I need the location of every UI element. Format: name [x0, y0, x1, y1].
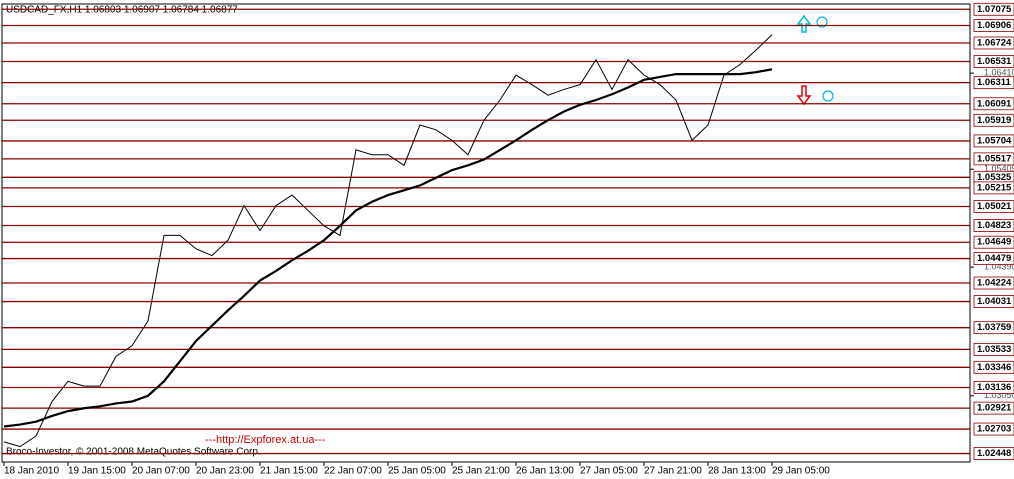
level-label-box	[973, 36, 1014, 50]
level-label-box	[973, 152, 1014, 166]
level-label-box	[973, 295, 1014, 308]
level-label: 1.06724	[977, 37, 1012, 48]
level-label: 1.04479	[977, 253, 1011, 264]
x-tick-label: 26 Jan 13:00	[516, 466, 574, 477]
level-label-box	[973, 2, 1014, 16]
level-label-box	[973, 181, 1014, 195]
y-tick-label: 1.06410	[984, 68, 1014, 78]
level-label: 1.05021	[977, 201, 1012, 212]
level-label-box	[973, 235, 1014, 249]
x-tick-label: 27 Jan 21:00	[644, 466, 702, 477]
level-label: 1.04649	[977, 237, 1011, 248]
level-label-box	[973, 19, 1014, 32]
level-label: 1.05215	[977, 182, 1012, 193]
down-arrow-icon	[796, 85, 834, 106]
level-label: 1.06311	[977, 77, 1012, 88]
level-label-box	[973, 200, 1014, 213]
level-label-box	[973, 55, 1014, 68]
price-line	[3, 34, 773, 448]
level-label-box	[973, 321, 1014, 335]
y-tick-label: 1.05409	[984, 164, 1014, 174]
watermark: ---http://Expforex.at.ua---	[205, 434, 326, 446]
y-tick-label: 1.04390	[984, 261, 1014, 271]
level-label: 1.06531	[977, 56, 1012, 67]
level-label: 1.02448	[977, 448, 1011, 459]
level-label: 1.03136	[977, 382, 1011, 393]
level-label: 1.05325	[977, 172, 1012, 183]
level-label-box	[973, 219, 1014, 232]
x-tick-label: 22 Jan 07:00	[324, 466, 382, 477]
x-tick-label: 20 Jan 07:00	[132, 466, 190, 477]
level-label-box	[973, 360, 1014, 374]
level-label-box	[973, 97, 1014, 111]
level-label-box	[973, 113, 1014, 127]
level-label-box	[973, 134, 1014, 148]
level-label-box	[973, 342, 1014, 356]
level-label: 1.04224	[977, 278, 1012, 289]
level-label: 1.05919	[977, 115, 1011, 126]
level-label: 1.05517	[977, 153, 1011, 164]
price-line	[3, 68, 773, 428]
level-label: 1.02703	[977, 424, 1011, 435]
level-label: 1.07075	[977, 4, 1012, 15]
x-tick-label: 18 Jan 2010	[4, 466, 59, 477]
level-label: 1.04823	[977, 220, 1011, 231]
y-tick-label: 1.03050	[984, 390, 1014, 400]
level-label-box	[973, 422, 1014, 436]
level-label: 1.03533	[977, 344, 1011, 355]
level-label-box	[973, 447, 1014, 460]
x-tick-label: 21 Jan 15:00	[260, 466, 318, 477]
level-label: 1.06091	[977, 98, 1012, 109]
plot-frame	[1, 3, 971, 463]
x-tick-label: 20 Jan 23:00	[196, 466, 254, 477]
x-tick-label: 19 Jan 15:00	[68, 466, 126, 477]
level-label: 1.02921	[977, 403, 1012, 414]
level-label-box	[973, 252, 1014, 265]
level-label: 1.03346	[977, 362, 1011, 373]
x-tick-label: 28 Jan 13:00	[708, 466, 766, 477]
level-label: 1.05704	[977, 135, 1012, 146]
x-tick-label: 25 Jan 05:00	[388, 466, 446, 477]
credit: Broco-Investor, © 2001-2008 MetaQuotes S…	[6, 447, 261, 458]
level-label-box	[973, 276, 1014, 290]
level-label-box	[973, 76, 1014, 90]
level-label-box	[973, 381, 1014, 394]
x-tick-label: 29 Jan 05:00	[772, 466, 830, 477]
level-label-box	[973, 401, 1014, 415]
x-tick-label: 25 Jan 21:00	[452, 466, 510, 477]
level-label: 1.06906	[977, 20, 1011, 31]
level-label: 1.03759	[977, 322, 1011, 333]
level-label: 1.04031	[977, 296, 1012, 307]
x-tick-label: 27 Jan 05:00	[580, 466, 638, 477]
chart-title: USDCAD_FX,H1 1.06803 1.06907 1.06784 1.0…	[6, 5, 238, 16]
